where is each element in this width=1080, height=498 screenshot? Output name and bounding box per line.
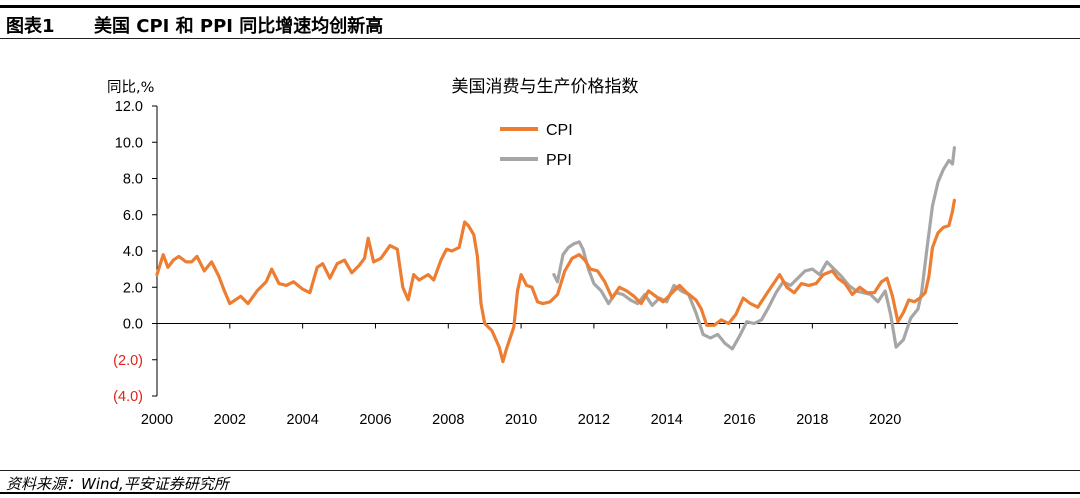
x-tick-label: 2008	[432, 412, 464, 428]
y-tick-label: 10.0	[115, 135, 143, 151]
line-chart: 美国消费与生产价格指数 同比,% 12.0 10.0 8.0 6.0 4.0 2.0 0.0…	[107, 77, 958, 428]
x-tick-label: 2012	[578, 412, 610, 428]
figure-header: 图表1 美国 CPI 和 PPI 同比增速均创新高	[6, 12, 383, 38]
cpi-line	[155, 198, 956, 364]
series-layer	[155, 146, 956, 364]
x-tick-label: 2006	[359, 412, 391, 428]
bottom-rule	[0, 492, 1080, 494]
y-tick-label: 2.0	[123, 280, 143, 296]
legend: CPI PPI	[500, 122, 573, 169]
y-tick-label: 8.0	[123, 172, 143, 188]
y-tick-label: 0.0	[123, 317, 143, 333]
footer-divider	[0, 470, 1080, 471]
ppi-line	[552, 146, 956, 351]
legend-cpi-label: CPI	[546, 122, 573, 139]
figure-title: 美国 CPI 和 PPI 同比增速均创新高	[94, 16, 384, 37]
source-note: 资料来源：Wind,平安证券研究所	[6, 475, 229, 493]
legend-ppi-label: PPI	[546, 152, 572, 169]
y-tick-label: 6.0	[123, 208, 143, 224]
header-divider	[0, 38, 1080, 39]
y-tick-label: 12.0	[115, 99, 143, 115]
y-tick-label: (4.0)	[113, 389, 143, 405]
top-rule	[0, 5, 1080, 8]
x-tick-label: 2014	[651, 412, 683, 428]
x-tick-label: 2016	[723, 412, 755, 428]
y-tick-label: (2.0)	[113, 353, 143, 369]
y-axis-unit-label: 同比,%	[107, 79, 154, 96]
x-tick-label: 2002	[214, 412, 246, 428]
x-tick-label: 2004	[287, 412, 319, 428]
x-tick-label: 2010	[505, 412, 537, 428]
x-tick-label: 2020	[869, 412, 901, 428]
x-tick-label: 2000	[141, 412, 173, 428]
figure-number: 图表1	[6, 16, 55, 37]
axes: 12.0 10.0 8.0 6.0 4.0 2.0 0.0 (2.0) (4.0) 2000 200…	[113, 99, 958, 428]
series-ppi	[552, 146, 956, 351]
chart-title: 美国消费与生产价格指数	[452, 77, 639, 97]
x-tick-label: 2018	[796, 412, 828, 428]
series-cpi	[155, 198, 956, 364]
y-tick-label: 4.0	[123, 244, 143, 260]
